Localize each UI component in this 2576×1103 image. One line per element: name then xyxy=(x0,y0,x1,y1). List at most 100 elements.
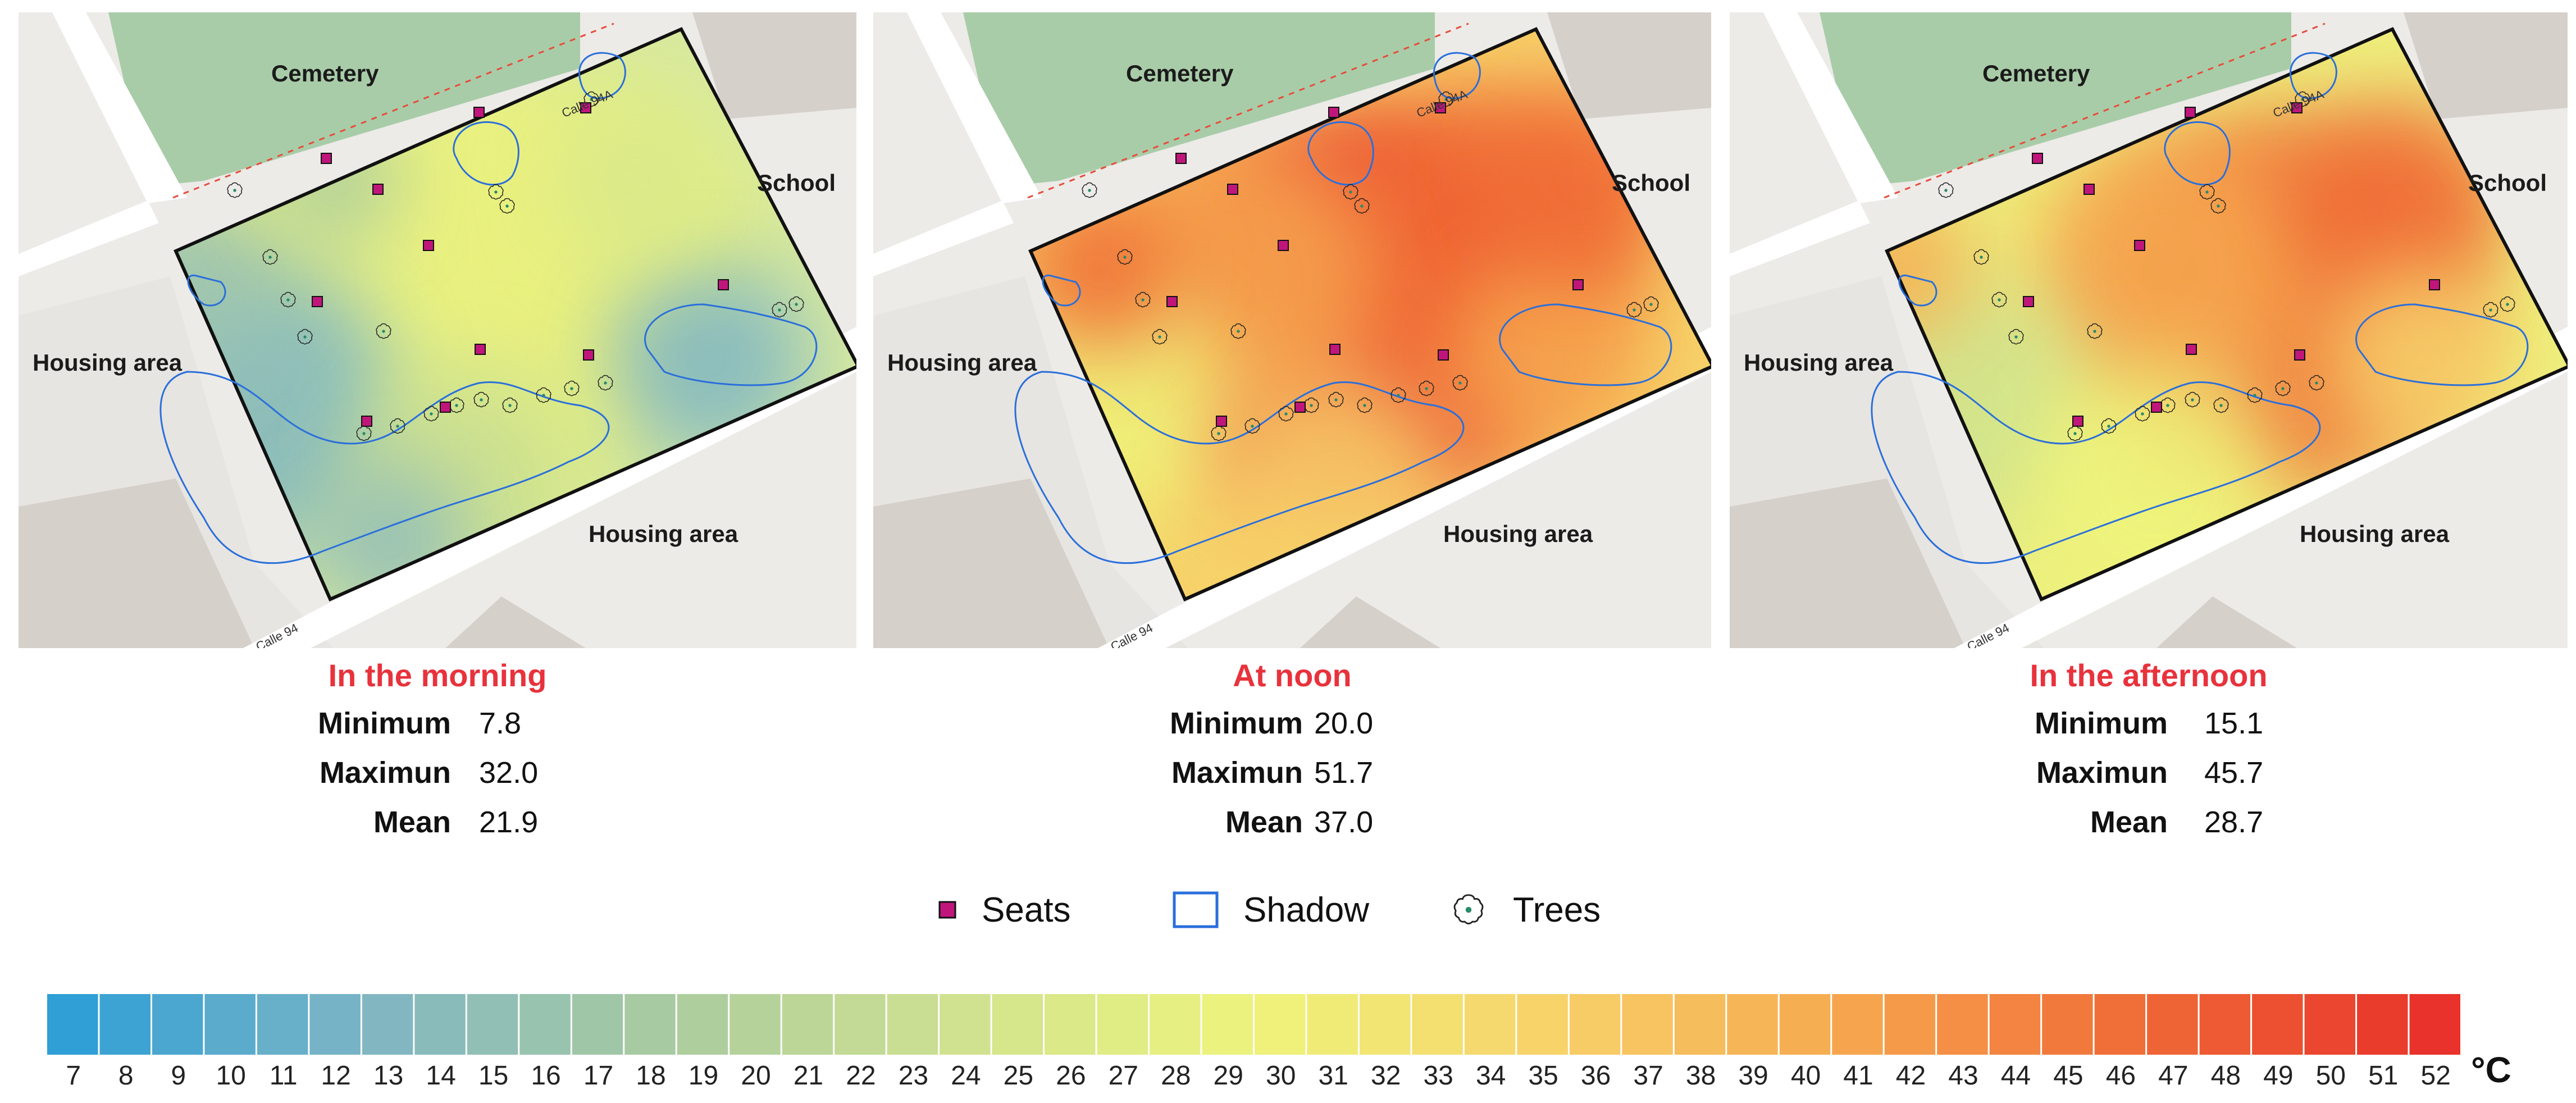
stat-minimum-value: 20.0 xyxy=(1314,707,1374,740)
stat-maximum: Maximun 32.0 xyxy=(19,750,856,795)
stat-minimum-value: 15.1 xyxy=(2204,707,2264,740)
scale-cell xyxy=(1202,994,1253,1055)
scale-tick: 13 xyxy=(373,1061,404,1091)
scale-tick: 46 xyxy=(2105,1061,2136,1091)
scale-cell xyxy=(414,994,466,1055)
period-title: At noon xyxy=(1233,658,1352,693)
scale-cell xyxy=(730,994,781,1055)
scale-cell xyxy=(1779,994,1831,1055)
legend-seats: Seats xyxy=(938,885,1071,935)
label-housing-bottom: Housing area xyxy=(589,521,738,547)
legend-shadow-label: Shadow xyxy=(1243,890,1370,929)
scale-tick: 52 xyxy=(2420,1061,2451,1091)
panel-statistics: In the morning Minimum 7.8 Maximun 32.0 … xyxy=(19,656,856,839)
label-school: School xyxy=(757,170,836,196)
scale-tick: 41 xyxy=(1843,1061,1873,1091)
label-cemetery: Cemetery xyxy=(1126,60,1234,86)
scale-tick: 47 xyxy=(2158,1061,2189,1091)
scale-cell xyxy=(1622,994,1673,1055)
stat-mean: Mean 28.7 xyxy=(1730,800,2568,845)
scale-cell xyxy=(2094,994,2146,1055)
scale-cell xyxy=(992,994,1043,1055)
stat-minimum: Minimum 15.1 xyxy=(1730,701,2568,746)
scale-tick: 48 xyxy=(2210,1061,2241,1091)
study-area-boundary xyxy=(1028,27,1711,601)
scale-cell xyxy=(2042,994,2093,1055)
scale-tick: 12 xyxy=(321,1061,351,1091)
scale-tick: 31 xyxy=(1318,1061,1348,1091)
scale-cell xyxy=(2357,994,2408,1055)
shadow-icon xyxy=(1173,891,1219,928)
scale-tick: 34 xyxy=(1475,1061,1506,1091)
scale-tick: 32 xyxy=(1370,1061,1401,1091)
scale-tick: 45 xyxy=(2053,1061,2083,1091)
scale-cell xyxy=(1989,994,2041,1055)
thermal-map-panel: Cemetery School Housing area Housing are… xyxy=(873,12,1711,648)
cemetery-area xyxy=(1820,12,2291,186)
label-school: School xyxy=(1612,170,1691,196)
scale-cell xyxy=(2304,994,2356,1055)
scale-cell xyxy=(1517,994,1568,1055)
scale-tick: 49 xyxy=(2263,1061,2294,1091)
scale-tick: 24 xyxy=(951,1061,981,1091)
scale-cell xyxy=(1412,994,1463,1055)
scale-cell xyxy=(204,994,256,1055)
scale-tick: 51 xyxy=(2368,1061,2399,1091)
scale-tick: 7 xyxy=(66,1061,81,1091)
scale-cell xyxy=(2409,994,2460,1055)
stat-minimum: Minimum 20.0 xyxy=(873,701,1711,746)
stat-mean-label: Mean xyxy=(373,805,451,839)
tree-icon xyxy=(1453,894,1484,924)
scale-tick: 9 xyxy=(171,1061,186,1091)
thermal-map-panel: Cemetery School Housing area Housing are… xyxy=(19,12,856,648)
scale-cell xyxy=(467,994,518,1055)
stat-maximum-value: 51.7 xyxy=(1314,756,1374,790)
scale-cell xyxy=(257,994,308,1055)
stat-minimum-label: Minimum xyxy=(318,707,451,740)
scale-tick: 27 xyxy=(1108,1061,1138,1091)
stat-minimum: Minimum 7.8 xyxy=(19,701,856,746)
scale-tick: 33 xyxy=(1423,1061,1453,1091)
stat-mean-label: Mean xyxy=(1225,805,1303,839)
stat-mean: Mean 21.9 xyxy=(19,800,856,845)
legend-trees: Trees xyxy=(1449,885,1601,935)
scale-tick: 11 xyxy=(269,1061,298,1091)
label-housing-bottom: Housing area xyxy=(1443,521,1593,547)
scale-cell xyxy=(1884,994,1936,1055)
scale-tick: 36 xyxy=(1580,1061,1611,1091)
panel-statistics: In the afternoon Minimum 15.1 Maximun 45… xyxy=(1730,656,2568,839)
period-title: In the afternoon xyxy=(2030,658,2268,693)
scale-cell xyxy=(1150,994,1201,1055)
scale-tick: 42 xyxy=(1895,1061,1926,1091)
scale-cell xyxy=(2252,994,2303,1055)
scale-cell xyxy=(940,994,991,1055)
scale-cell xyxy=(835,994,886,1055)
stat-minimum-value: 7.8 xyxy=(479,707,522,740)
scale-cell xyxy=(1674,994,1726,1055)
label-housing-left: Housing area xyxy=(33,349,183,376)
scale-cell xyxy=(1464,994,1516,1055)
scale-cell xyxy=(2199,994,2251,1055)
stat-mean-label: Mean xyxy=(2090,805,2168,839)
scale-cell xyxy=(1569,994,1621,1055)
map-canvas xyxy=(19,12,856,648)
scale-tick: 21 xyxy=(793,1061,824,1091)
scale-tick: 10 xyxy=(216,1061,246,1091)
legend-trees-label: Trees xyxy=(1513,890,1601,929)
stat-maximum-value: 45.7 xyxy=(2204,756,2264,790)
scale-tick: 26 xyxy=(1056,1061,1086,1091)
scale-cell xyxy=(887,994,938,1055)
stat-mean: Mean 37.0 xyxy=(873,800,1711,845)
scale-tick: 35 xyxy=(1528,1061,1558,1091)
scale-cell xyxy=(1045,994,1096,1055)
scale-tick: 23 xyxy=(898,1061,929,1091)
scale-tick: 39 xyxy=(1738,1061,1768,1091)
scale-cell xyxy=(1307,994,1358,1055)
stat-maximum-value: 32.0 xyxy=(479,756,539,790)
scale-tick: 30 xyxy=(1266,1061,1296,1091)
scale-tick: 40 xyxy=(1790,1061,1821,1091)
map-canvas xyxy=(1730,12,2568,648)
scale-tick: 43 xyxy=(1948,1061,1978,1091)
cemetery-area xyxy=(963,12,1435,186)
scale-tick: 14 xyxy=(426,1061,456,1091)
